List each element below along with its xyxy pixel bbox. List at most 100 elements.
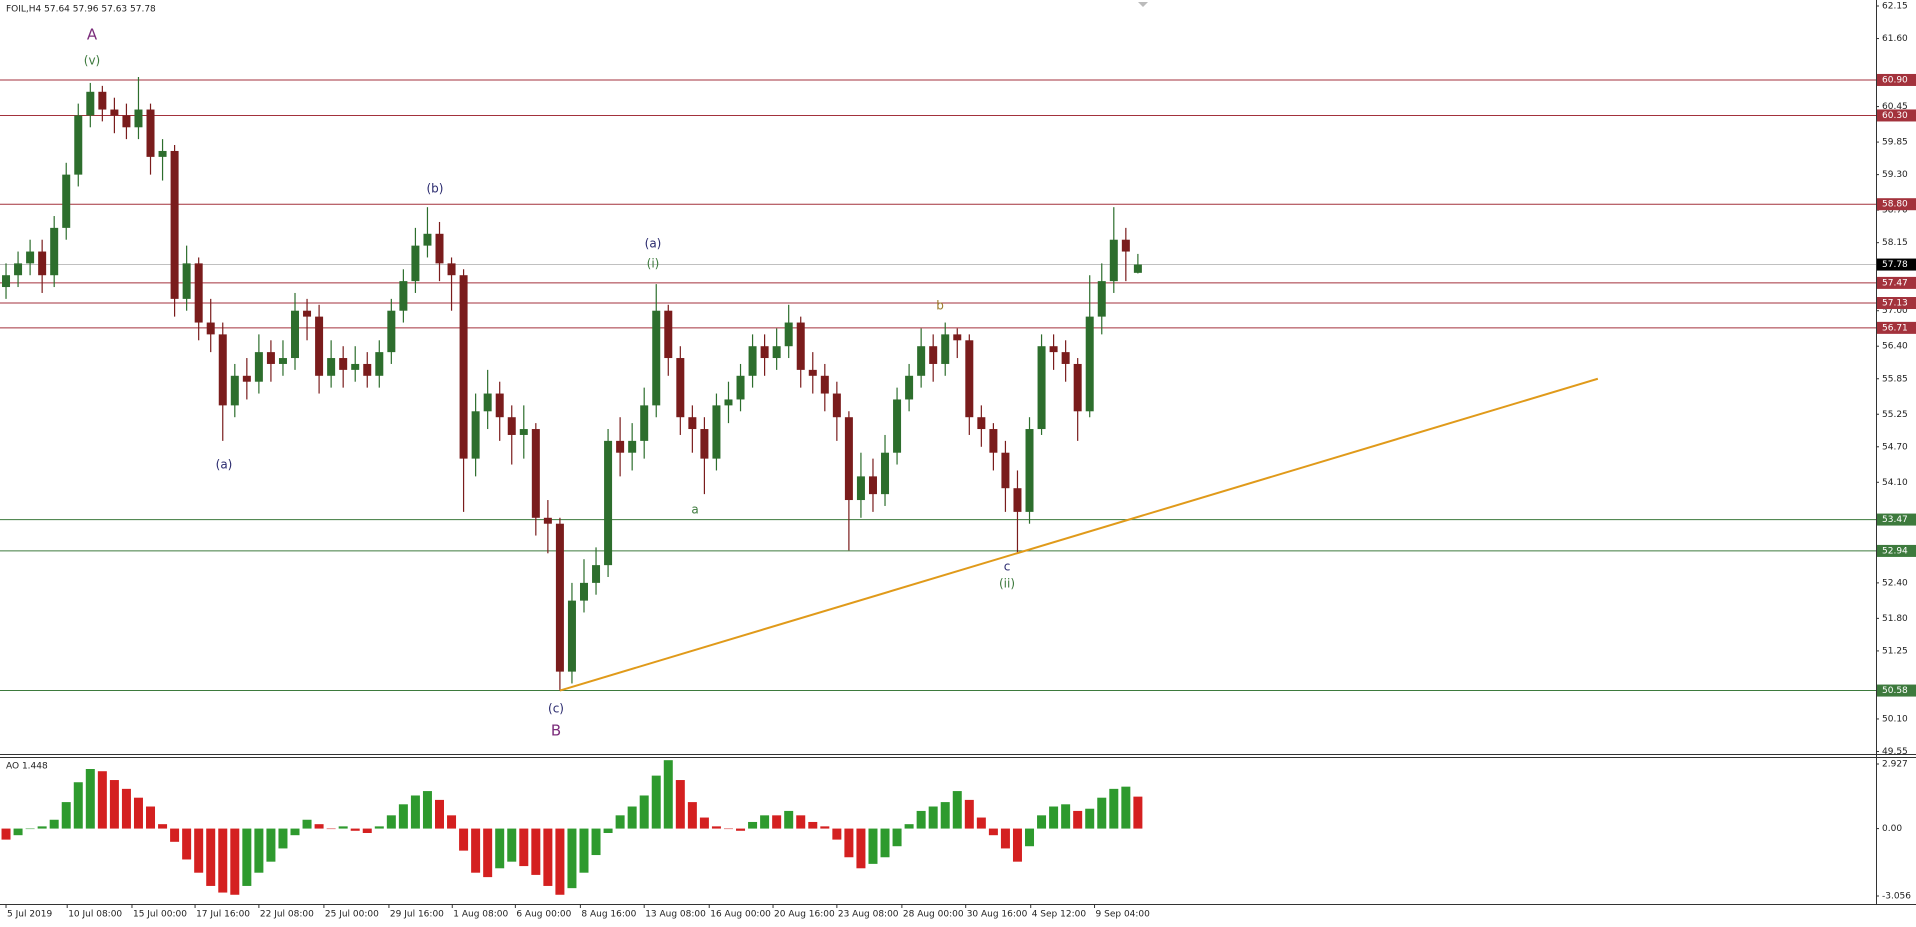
y-tick-label: 49.55: [1882, 747, 1908, 757]
candle-body: [977, 417, 986, 430]
candle-body: [543, 517, 552, 524]
y-tick-label: 50.10: [1882, 714, 1908, 724]
ao-bar: [302, 819, 312, 829]
candle-body: [459, 275, 468, 459]
x-tick-label: 5 Jul 2019: [7, 910, 52, 920]
ao-bar: [218, 828, 228, 893]
candle-body: [2, 275, 11, 288]
candle-body: [640, 405, 649, 441]
y-tick-label: 58.70: [1882, 206, 1908, 216]
x-tick-label: 22 Jul 08:00: [260, 910, 314, 920]
candle-body: [676, 358, 685, 418]
ao-bar: [459, 828, 469, 851]
wave-label: A: [87, 26, 98, 44]
ao-bar: [952, 791, 962, 829]
ao-bar: [73, 782, 83, 829]
candle-body: [74, 115, 83, 175]
candle-body: [375, 352, 384, 376]
y-tick-label: 2.927: [1882, 760, 1908, 770]
indicator-title: AO 1.448: [6, 762, 48, 772]
level-tag-label: 50.58: [1882, 686, 1908, 696]
wave-label: (i): [647, 257, 660, 271]
ao-bar: [940, 802, 950, 829]
chart-title: FOIL,H4 57.64 57.96 57.63 57.78: [6, 5, 156, 15]
candle-body: [953, 334, 962, 341]
ao-bar: [1025, 828, 1035, 847]
y-tick-label: 59.85: [1882, 138, 1908, 148]
candle-body: [495, 393, 504, 418]
y-tick-label: 62.15: [1882, 2, 1908, 12]
candle-body: [1133, 264, 1142, 273]
ao-bar: [627, 806, 637, 829]
candle-body: [567, 600, 576, 672]
ao-bar: [555, 828, 565, 895]
level-tag: [1877, 513, 1916, 526]
candle-body: [736, 375, 745, 400]
ao-bar: [868, 828, 878, 864]
candle-body: [688, 417, 697, 430]
ao-bar: [25, 828, 35, 830]
ao-bar: [711, 826, 721, 829]
level-tag-label: 53.47: [1882, 515, 1908, 525]
candle-body: [941, 334, 950, 364]
candle-body: [989, 429, 998, 453]
x-tick-label: 6 Aug 00:00: [516, 910, 571, 920]
ao-bar: [386, 815, 396, 829]
ao-bar: [579, 828, 589, 873]
x-tick-label: 10 Jul 08:00: [68, 910, 122, 920]
ao-bar: [663, 760, 673, 829]
level-tag-label: 57.47: [1882, 278, 1908, 288]
ao-bar: [326, 828, 336, 830]
level-tag: [1877, 109, 1916, 122]
ao-bar: [97, 771, 107, 829]
candle-body: [652, 310, 661, 406]
candle-body: [182, 263, 191, 299]
ao-bar: [1, 828, 11, 840]
candle-body: [471, 411, 480, 459]
ao-bar: [61, 802, 71, 829]
ao-bar: [784, 810, 794, 829]
candle-body: [194, 263, 203, 323]
ao-bar: [1012, 828, 1022, 862]
ao-bar: [808, 821, 818, 829]
ao-bar: [928, 806, 938, 829]
y-tick-label: 55.25: [1882, 410, 1908, 420]
candle-body: [784, 322, 793, 347]
ao-bar: [146, 806, 156, 829]
candle-body: [1085, 316, 1094, 412]
ao-bar: [904, 824, 914, 829]
y-tick-label: 61.60: [1882, 34, 1908, 44]
candle-body: [579, 582, 588, 601]
ao-bar: [13, 828, 23, 836]
x-tick-label: 25 Jul 00:00: [325, 910, 379, 920]
candle-body: [604, 440, 613, 566]
candle-body: [26, 251, 35, 264]
ao-bar: [1061, 804, 1071, 829]
candle-body: [1073, 363, 1082, 412]
ao-bar: [772, 815, 782, 829]
candle-body: [363, 363, 372, 376]
x-tick-label: 23 Aug 08:00: [838, 910, 899, 920]
candle-body: [760, 346, 769, 359]
candle-body: [592, 565, 601, 583]
x-tick-label: 17 Jul 16:00: [196, 910, 250, 920]
candle-body: [856, 476, 865, 501]
candle-body: [881, 452, 890, 495]
candle-body: [62, 174, 71, 228]
candle-body: [327, 358, 336, 376]
level-tag: [1877, 321, 1916, 334]
ao-bar: [158, 824, 168, 829]
ao-bar: [471, 828, 481, 873]
candle-body: [844, 417, 853, 501]
wave-label: b: [936, 299, 944, 313]
candle-body: [1097, 281, 1106, 317]
ao-bar: [374, 826, 384, 829]
ao-bar: [447, 815, 457, 829]
candle-body: [1001, 452, 1010, 489]
ao-bar: [37, 826, 47, 829]
ao-bar: [820, 826, 830, 829]
y-tick-label: 58.15: [1882, 238, 1908, 248]
ao-bar: [1109, 788, 1119, 829]
y-tick-label: 56.40: [1882, 342, 1908, 352]
